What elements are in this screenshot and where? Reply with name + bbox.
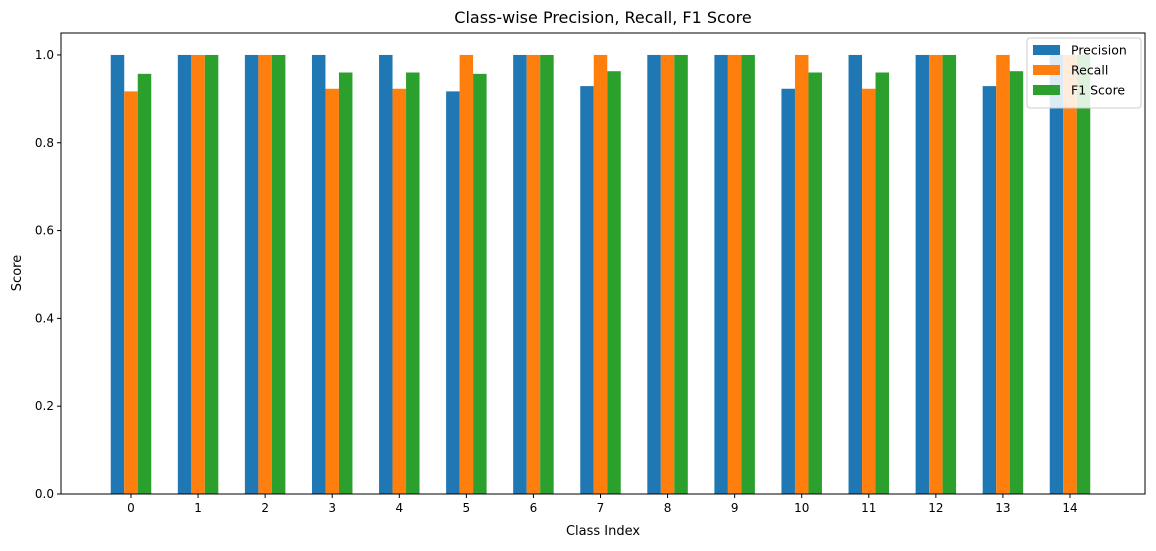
x-tick-label: 11: [861, 501, 876, 515]
bar-f1-score-class-13: [1009, 71, 1024, 494]
bar-f1-score-class-3: [338, 72, 353, 494]
bar-precision-class-5: [446, 91, 460, 494]
bar-precision-class-10: [781, 88, 795, 494]
x-tick-label: 4: [395, 501, 403, 515]
x-axis-label: Class Index: [566, 524, 640, 539]
x-tick-label: 5: [463, 501, 471, 515]
bar-precision-class-2: [244, 54, 259, 494]
bar-recall-class-12: [929, 54, 943, 494]
bar-f1-score-class-0: [137, 73, 152, 494]
bar-precision-class-1: [177, 54, 192, 494]
bar-recall-class-7: [593, 54, 608, 494]
bar-recall-class-14: [1063, 54, 1077, 494]
bar-f1-score-class-14: [1076, 54, 1091, 494]
bar-recall-class-0: [124, 91, 138, 494]
bar-precision-class-4: [379, 54, 393, 494]
x-tick-label: 2: [261, 501, 269, 515]
y-tick-label: 0.4: [35, 311, 54, 325]
bar-recall-class-10: [794, 54, 809, 494]
bar-precision-class-0: [110, 54, 125, 494]
bars-group: [110, 54, 1091, 495]
x-tick-label: 3: [328, 501, 336, 515]
x-tick-label: 1: [194, 501, 202, 515]
legend-label-f1-score: F1 Score: [1071, 83, 1125, 98]
bar-f1-score-class-11: [875, 72, 890, 494]
legend-swatch-f1-score: [1033, 85, 1060, 95]
bar-f1-score-class-10: [808, 72, 822, 494]
bar-recall-class-3: [325, 88, 339, 494]
y-tick-label: 0.2: [35, 399, 54, 413]
legend-label-precision: Precision: [1071, 43, 1127, 58]
bar-f1-score-class-2: [271, 54, 286, 494]
bar-precision-class-12: [915, 54, 930, 494]
bar-recall-class-5: [459, 54, 474, 494]
bar-precision-class-14: [1049, 54, 1064, 494]
bar-f1-score-class-6: [540, 54, 554, 494]
x-tick-label: 6: [530, 501, 538, 515]
bar-f1-score-class-4: [406, 72, 420, 494]
bar-recall-class-1: [191, 54, 205, 494]
x-tick-label: 9: [731, 501, 739, 515]
x-tick-label: 12: [928, 501, 943, 515]
bar-f1-score-class-12: [942, 54, 957, 494]
y-tick-label: 1.0: [35, 48, 54, 62]
bar-precision-class-11: [848, 54, 863, 494]
legend-swatch-recall: [1033, 65, 1060, 75]
x-axis: 0 1 2 3 4 5 6 7 8 9 10 11 12 13 14: [127, 494, 1078, 515]
bar-f1-score-class-9: [741, 54, 755, 494]
bar-recall-class-4: [392, 88, 407, 494]
bar-recall-class-9: [727, 54, 742, 494]
y-axis: 0.0 0.2 0.4 0.6 0.8 1.0: [35, 48, 61, 501]
x-tick-label: 8: [664, 501, 672, 515]
x-tick-label: 14: [1062, 501, 1077, 515]
bar-recall-class-6: [526, 54, 541, 494]
bar-precision-class-7: [580, 86, 594, 495]
x-tick-label: 7: [597, 501, 605, 515]
bar-precision-class-6: [513, 54, 527, 494]
bar-recall-class-11: [862, 88, 876, 494]
bar-precision-class-3: [311, 54, 326, 494]
y-tick-label: 0.0: [35, 487, 54, 501]
bar-recall-class-8: [660, 54, 675, 494]
x-tick-label: 13: [995, 501, 1010, 515]
bar-recall-class-2: [258, 54, 272, 494]
bar-precision-class-9: [714, 54, 728, 494]
chart-title: Class-wise Precision, Recall, F1 Score: [454, 8, 751, 27]
bar-precision-class-8: [647, 54, 661, 494]
y-axis-label: Score: [10, 255, 25, 291]
y-tick-label: 0.6: [35, 224, 54, 238]
legend-swatch-precision: [1033, 45, 1060, 55]
bar-f1-score-class-5: [473, 73, 487, 494]
bar-precision-class-13: [982, 86, 997, 495]
bar-f1-score-class-1: [204, 54, 219, 494]
bar-recall-class-13: [996, 54, 1010, 494]
legend-label-recall: Recall: [1071, 63, 1108, 78]
plot-frame: [60, 32, 1146, 495]
x-tick-label: 0: [127, 501, 135, 515]
x-tick-label: 10: [794, 501, 809, 515]
bar-f1-score-class-7: [607, 71, 621, 494]
legend: Precision Recall F1 Score: [1026, 37, 1142, 109]
y-tick-label: 0.8: [35, 136, 54, 150]
bar-f1-score-class-8: [674, 54, 688, 494]
